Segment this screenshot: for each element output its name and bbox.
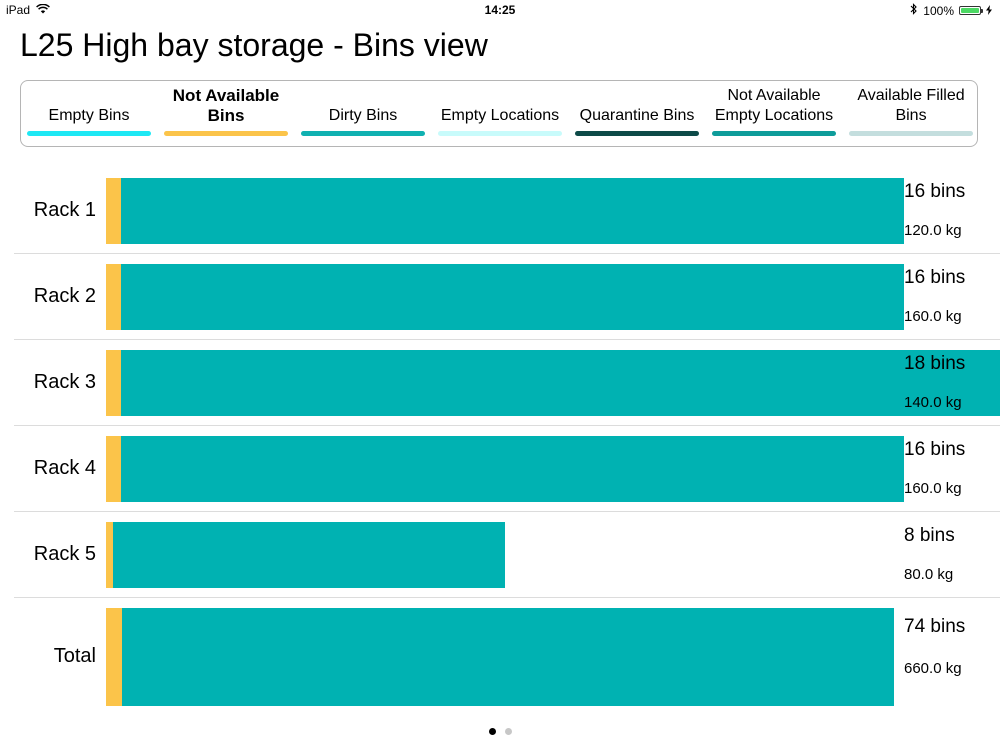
legend-label: Empty Bins (48, 107, 130, 124)
legend-swatch (164, 131, 288, 136)
bar-segment[interactable] (106, 178, 121, 244)
bar-segment[interactable] (120, 264, 904, 330)
stacked-bar[interactable] (106, 522, 505, 588)
bins-chart: Rack 1 16 bins 120.0 kg Rack 2 16 bins 160.0 … (0, 168, 1000, 708)
chart-row[interactable]: Rack 4 16 bins 160.0 kg (0, 426, 1000, 512)
row-label: Rack 2 (33, 285, 96, 307)
row-divider (14, 253, 1000, 254)
stacked-bar[interactable] (106, 436, 904, 502)
chart-row[interactable]: Rack 3 18 bins 140.0 kg (0, 340, 1000, 426)
row-divider (14, 339, 1000, 340)
stacked-bar[interactable] (106, 350, 1000, 416)
legend: Empty Bins Not Available Bins Dirty Bins Em… (20, 80, 978, 147)
legend-label: Not Available Bins (172, 86, 280, 125)
row-divider (14, 511, 1000, 512)
legend-swatch (712, 131, 836, 136)
charging-bolt-icon (986, 4, 992, 18)
bar-segment[interactable] (120, 436, 904, 502)
bar-segment[interactable] (120, 178, 904, 244)
page-dot[interactable] (488, 728, 496, 735)
stacked-bar[interactable] (106, 608, 894, 706)
legend-swatch (849, 131, 973, 136)
row-divider (14, 425, 1000, 426)
weight-label: 140.0 kg (904, 394, 962, 411)
bluetooth-icon (910, 3, 918, 18)
bar-segment[interactable] (120, 350, 1000, 416)
bins-count-label: 16 bins (904, 267, 966, 288)
bar-segment[interactable] (113, 522, 505, 588)
row-label: Rack 3 (33, 371, 96, 393)
row-label: Rack 4 (33, 457, 96, 479)
legend-swatch (575, 131, 699, 136)
legend-item: Not Available Bins (163, 81, 289, 148)
bins-count-label: 16 bins (904, 181, 966, 202)
legend-label: Dirty Bins (328, 107, 398, 124)
row-label: Rack 5 (33, 543, 96, 565)
page-title: L25 High bay storage - Bins view (20, 27, 488, 63)
page-control[interactable] (0, 728, 1000, 735)
stacked-bar[interactable] (106, 178, 904, 244)
bar-segment[interactable] (106, 522, 114, 588)
weight-label: 660.0 kg (904, 660, 962, 677)
bar-segment[interactable] (106, 436, 121, 502)
bins-count-label: 8 bins (904, 525, 955, 546)
chart-row[interactable]: Total 74 bins 660.0 kg (0, 598, 1000, 708)
bar-segment[interactable] (106, 264, 121, 330)
bins-count-label: 18 bins (904, 353, 966, 374)
row-label: Rack 1 (33, 199, 96, 221)
wifi-icon (36, 3, 50, 17)
weight-label: 120.0 kg (904, 222, 962, 239)
legend-item: Dirty Bins (300, 81, 426, 148)
device-name: iPad (6, 3, 31, 17)
legend-label: Empty Locations (440, 107, 560, 124)
stacked-bar[interactable] (106, 264, 904, 330)
legend-item: Not Available Empty Locations (711, 81, 837, 148)
legend-swatch (438, 131, 562, 136)
weight-label: 160.0 kg (904, 480, 962, 497)
legend-label: Not Available Empty Locations (714, 87, 834, 124)
bins-count-label: 74 bins (904, 616, 966, 637)
status-right: 100% (910, 3, 992, 18)
legend-item: Empty Bins (26, 81, 152, 148)
bar-segment[interactable] (121, 608, 894, 706)
battery-icon (959, 6, 983, 15)
weight-label: 160.0 kg (904, 308, 962, 325)
legend-label: Quarantine Bins (579, 107, 695, 124)
row-divider (14, 597, 1000, 598)
bar-segment[interactable] (106, 350, 121, 416)
status-bar: iPad 14:25 100% (0, 0, 1000, 20)
bar-segment[interactable] (106, 608, 122, 706)
battery-level (961, 8, 979, 13)
legend-label: Available Filled Bins (857, 87, 965, 124)
status-left: iPad (6, 3, 50, 17)
row-label: Total (53, 645, 96, 667)
legend-swatch (301, 131, 425, 136)
legend-item: Available Filled Bins (848, 81, 974, 148)
chart-row[interactable]: Rack 1 16 bins 120.0 kg (0, 168, 1000, 254)
status-time: 14:25 (484, 3, 516, 17)
legend-item: Empty Locations (437, 81, 563, 148)
battery-percent: 100% (923, 3, 954, 18)
bins-count-label: 16 bins (904, 439, 966, 460)
weight-label: 80.0 kg (904, 566, 954, 583)
legend-swatch (27, 131, 151, 136)
page-dot[interactable] (504, 728, 512, 735)
chart-row[interactable]: Rack 2 16 bins 160.0 kg (0, 254, 1000, 340)
chart-row[interactable]: Rack 5 8 bins 80.0 kg (0, 512, 1000, 598)
legend-item: Quarantine Bins (574, 81, 700, 148)
